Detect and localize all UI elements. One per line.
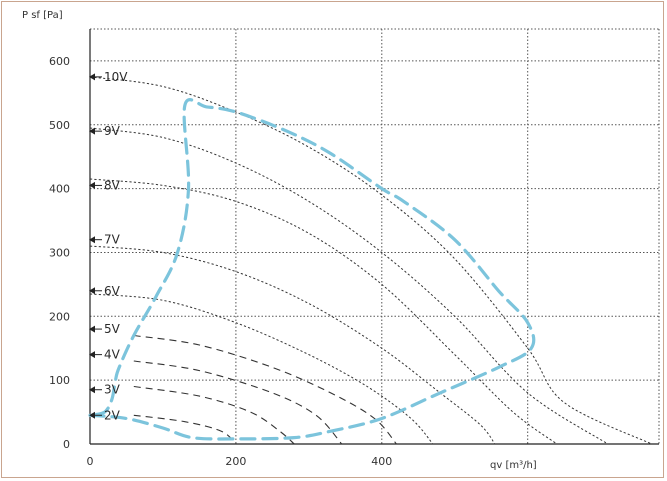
voltage-label-7v: 7V — [89, 233, 121, 247]
voltage-labels: 10V 9V 8V 7V 6V 5V 4V 3V 2V — [89, 70, 128, 422]
voltage-label-text: 3V — [104, 383, 121, 397]
arrow-left-icon — [89, 411, 95, 419]
curve-6v — [89, 293, 434, 445]
y-tick-label: 500 — [49, 119, 70, 132]
x-axis-label: qv [m³/h] — [490, 460, 537, 471]
y-tick-label: 400 — [49, 183, 70, 196]
curve-9v — [89, 127, 609, 445]
operating-envelope — [88, 98, 536, 441]
y-axis-label: P sf [Pa] — [22, 10, 63, 21]
voltage-label-4v: 4V — [89, 348, 121, 362]
voltage-label-text: 6V — [104, 284, 121, 298]
arrow-left-icon — [89, 127, 95, 135]
x-tick-label: 400 — [371, 455, 392, 468]
operating-envelope-layer — [88, 98, 536, 441]
y-tick-label: 100 — [49, 374, 70, 387]
y-tick-label: 600 — [49, 55, 70, 68]
curve-7v — [89, 245, 496, 445]
voltage-label-text: 5V — [104, 322, 121, 336]
curve-10v — [89, 76, 652, 445]
y-tick-label: 0 — [63, 438, 70, 451]
voltage-label-text: 2V — [104, 408, 121, 422]
voltage-label-text: 8V — [104, 178, 121, 192]
arrow-left-icon — [89, 181, 95, 189]
voltage-label-3v: 3V — [89, 383, 121, 397]
curve-8v — [89, 178, 558, 445]
x-tick-label: 0 — [87, 455, 94, 468]
voltage-label-10v: 10V — [89, 70, 128, 84]
arrow-left-icon — [89, 287, 95, 295]
voltage-label-9v: 9V — [89, 124, 121, 138]
arrow-left-icon — [89, 351, 95, 359]
arrow-left-icon — [89, 325, 95, 333]
arrow-left-icon — [89, 73, 95, 81]
voltage-label-text: 10V — [104, 70, 128, 84]
voltage-label-5v: 5V — [89, 322, 121, 336]
curve-4v — [133, 360, 343, 445]
curve-3v — [133, 385, 295, 445]
arrow-left-icon — [89, 386, 95, 394]
y-tick-labels: 0 100 200 300 400 500 600 — [49, 55, 70, 451]
grid-lines — [89, 28, 660, 445]
voltage-label-8v: 8V — [89, 178, 121, 192]
x-tick-label: 200 — [225, 455, 246, 468]
y-tick-label: 200 — [49, 310, 70, 323]
voltage-label-text: 9V — [104, 124, 121, 138]
voltage-label-text: 4V — [104, 348, 121, 362]
x-tick-labels: 0 200 400 — [87, 455, 393, 468]
y-tick-label: 300 — [49, 246, 70, 259]
voltage-label-text: 7V — [104, 233, 121, 247]
voltage-label-6v: 6V — [89, 284, 121, 298]
arrow-left-icon — [89, 236, 95, 244]
voltage-label-2v: 2V — [89, 408, 121, 422]
